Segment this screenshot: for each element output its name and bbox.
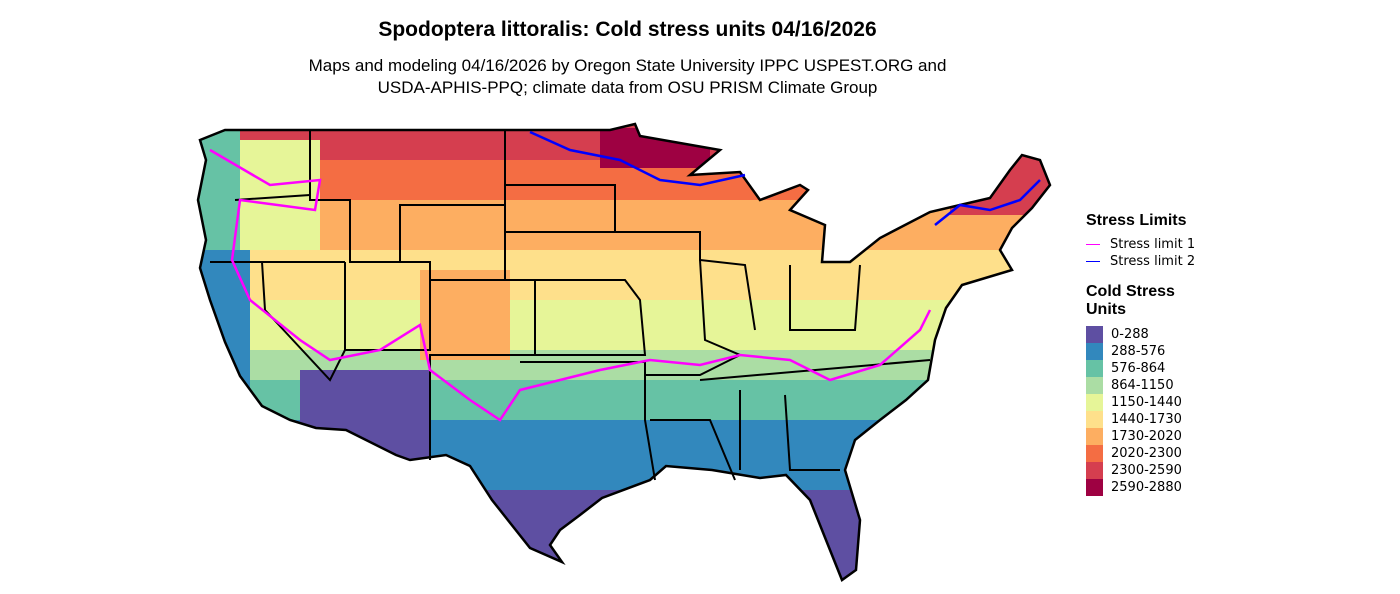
legend-class-label: 576-864 — [1111, 361, 1166, 376]
legend-class: 2300-2590 — [1086, 462, 1195, 479]
color-swatch — [1086, 394, 1103, 411]
blue-line-key — [1086, 261, 1100, 262]
legend-class-label: 1150-1440 — [1111, 395, 1182, 410]
magenta-line-key — [1086, 244, 1100, 245]
color-swatch — [1086, 479, 1103, 496]
legend-class: 2020-2300 — [1086, 445, 1195, 462]
legend-title-line-2: Units — [1086, 301, 1126, 318]
color-swatch — [1086, 462, 1103, 479]
color-swatch — [1086, 377, 1103, 394]
color-swatch — [1086, 360, 1103, 377]
legend-class-label: 288-576 — [1111, 344, 1166, 359]
legend-label: Stress limit 1 — [1110, 237, 1196, 252]
legend-title-line-1: Cold Stress — [1086, 283, 1175, 300]
stress-limit-1-line — [209, 148, 932, 422]
legend-class-label: 2300-2590 — [1111, 463, 1182, 478]
subtitle-line-2: USDA-APHIS-PPQ; climate data from OSU PR… — [377, 78, 878, 97]
color-classes: 0-288 288-576 576-864 864-1150 1150-1440 1440… — [1086, 326, 1195, 496]
legend-class-label: 0-288 — [1111, 327, 1149, 342]
legend-class: 864-1150 — [1086, 377, 1195, 394]
legend-class-label: 2590-2880 — [1111, 480, 1182, 495]
legend-class: 576-864 — [1086, 360, 1195, 377]
legend-class-label: 864-1150 — [1111, 378, 1174, 393]
subtitle-line-1: Maps and modeling 04/16/2026 by Oregon S… — [308, 56, 947, 75]
legend-class: 1440-1730 — [1086, 411, 1195, 428]
stress-unit-raster — [198, 124, 1050, 580]
map-title: Spodoptera littoralis: Cold stress units… — [378, 18, 877, 41]
legend-class: 0-288 — [1086, 326, 1195, 343]
legend-item-stress-limit-2: Stress limit 2 — [1086, 253, 1195, 270]
color-swatch — [1086, 428, 1103, 445]
legend-class-label: 1440-1730 — [1111, 412, 1182, 427]
map-subtitle: Maps and modeling 04/16/2026 by Oregon S… — [0, 55, 1255, 99]
map-legend: Stress Limits Stress limit 1 Stress limi… — [1086, 212, 1195, 496]
legend-label: Stress limit 2 — [1110, 254, 1196, 269]
color-swatch — [1086, 343, 1103, 360]
legend-class: 2590-2880 — [1086, 479, 1195, 496]
stress-limits-legend-title: Stress Limits — [1086, 212, 1187, 229]
color-swatch — [1086, 411, 1103, 428]
legend-class-label: 2020-2300 — [1111, 446, 1182, 461]
legend-class-label: 1730-2020 — [1111, 429, 1182, 444]
color-swatch — [1086, 326, 1103, 343]
legend-class: 1150-1440 — [1086, 394, 1195, 411]
color-swatch — [1086, 445, 1103, 462]
stress-limit-2-line — [529, 130, 1041, 226]
legend-item-stress-limit-1: Stress limit 1 — [1086, 236, 1195, 253]
legend-class: 288-576 — [1086, 343, 1195, 360]
legend-class: 1730-2020 — [1086, 428, 1195, 445]
cold-stress-units-legend-title: Cold Stress Units — [1086, 283, 1195, 319]
